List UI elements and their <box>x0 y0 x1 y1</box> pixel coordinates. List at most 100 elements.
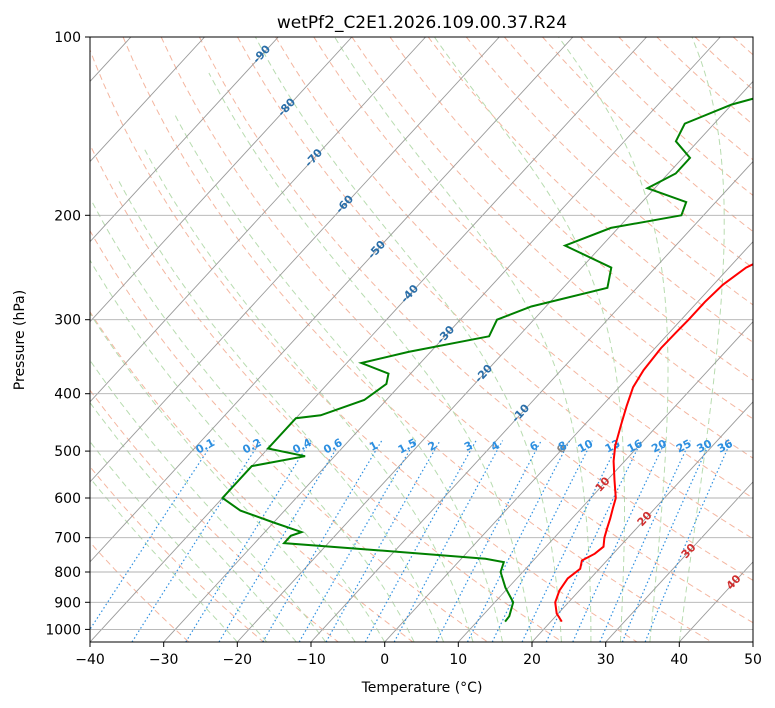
isotherm-line <box>752 641 753 642</box>
mixing-ratio-line <box>325 440 441 642</box>
x-tick-label: 20 <box>523 652 541 668</box>
moist-adiabat-line <box>334 37 592 642</box>
isotherm-line <box>605 481 753 642</box>
dry-adiabat-line <box>542 37 753 233</box>
dry-adiabat-line <box>275 37 753 499</box>
dry-adiabat-line <box>427 37 753 343</box>
mixing-ratio-label: 20 <box>649 437 669 456</box>
mixing-ratio-line <box>90 440 215 631</box>
mixing-ratio-label: 30 <box>695 437 715 456</box>
dry-adiabat-line <box>313 37 753 459</box>
mixing-ratio-label: 0.2 <box>240 436 263 457</box>
mixing-ratio-label: 0.6 <box>321 436 345 457</box>
y-tick-label: 600 <box>54 491 81 507</box>
mixing-ratio-line <box>131 440 262 642</box>
temperature-profile-line <box>554 263 753 623</box>
x-tick-label: −20 <box>223 652 253 668</box>
mixing-ratio-line <box>435 440 542 642</box>
isotherm-line <box>0 37 57 642</box>
dry-adiabat-line <box>122 37 712 642</box>
moist-adiabat-line <box>90 312 356 642</box>
isotherm-line <box>163 37 721 642</box>
mixing-ratio-line <box>298 440 416 642</box>
x-tick-label: 30 <box>597 652 615 668</box>
mixing-ratio-label: 16 <box>625 437 645 456</box>
moist-adiabat-line <box>90 477 238 642</box>
mixing-ratio-label: 13 <box>603 437 623 456</box>
x-tick-label: −40 <box>75 652 105 668</box>
x-tick-label: −10 <box>296 652 326 668</box>
isotherm-line <box>236 80 753 642</box>
mixing-ratio-line <box>545 440 643 642</box>
mixing-ratio-line <box>262 440 383 642</box>
x-axis-label: Temperature (°C) <box>361 680 483 696</box>
moist-adiabat-line <box>433 37 625 642</box>
moist-adiabat-line <box>118 180 445 642</box>
y-tick-label: 1000 <box>45 622 81 638</box>
y-tick-label: 200 <box>54 208 81 224</box>
x-tick-label: 10 <box>449 652 467 668</box>
dry-adiabat-line <box>694 37 753 91</box>
isotherm-line <box>90 37 647 642</box>
moist-adiabat-line <box>144 149 474 642</box>
dry-adiabat-line <box>504 37 753 269</box>
moist-adiabat-line <box>208 72 533 642</box>
x-tick-label: −30 <box>149 652 179 668</box>
isotherm-line <box>531 401 753 642</box>
mixing-ratio-label: 1.5 <box>396 436 419 457</box>
y-tick-label: 800 <box>54 565 81 581</box>
moist-adiabat-line <box>90 359 327 642</box>
isotherm-line <box>90 37 205 163</box>
mixing-ratio-label: 36 <box>715 437 735 456</box>
series-group <box>220 97 753 623</box>
y-tick-label: 500 <box>54 444 81 460</box>
isotherm-line <box>90 37 426 403</box>
mixing-ratio-label: 10 <box>576 437 596 456</box>
dry-adiabat-line <box>90 465 264 642</box>
isotherm-line <box>384 241 753 642</box>
axis-ticks: −40 −30 −20 −10 0 10 20 30 40 50 100 200 300 400 500 60… <box>45 30 762 668</box>
isotherm-label: -100 <box>223 0 251 16</box>
dry-adiabat-line <box>465 37 753 306</box>
isotherm-line <box>90 37 279 243</box>
dry-adiabat-line <box>90 541 190 642</box>
isotherm-line <box>90 37 353 323</box>
y-tick-label: 400 <box>54 387 81 403</box>
dry-adiabat-line <box>160 37 753 624</box>
dry-adiabat-line <box>90 48 638 642</box>
isotherm-line <box>457 321 753 642</box>
mixing-ratio-line <box>466 440 571 642</box>
background-lines: -100-90-80-70-60-50-40-30-20-10010203040… <box>0 0 775 642</box>
mixing-ratio-line <box>491 440 593 642</box>
dry-adiabat-line <box>656 37 753 126</box>
y-tick-label: 900 <box>54 595 81 611</box>
moist-adiabat-line <box>91 201 415 642</box>
isotherm-line <box>90 37 500 483</box>
mixing-ratio-line <box>364 440 477 642</box>
y-tick-label: 300 <box>54 313 81 329</box>
dry-adiabat-line <box>771 37 775 642</box>
dry-adiabat-line <box>732 37 753 56</box>
dry-adiabat-line <box>90 143 563 642</box>
y-axis-label: Pressure (hPa) <box>12 290 28 390</box>
mixing-ratio-label: 0.1 <box>194 436 217 457</box>
moist-adiabat-line <box>90 401 297 642</box>
dry-adiabat-line <box>90 229 488 642</box>
moist-adiabat-line <box>174 113 503 642</box>
y-tick-label: 100 <box>54 30 81 46</box>
x-tick-label: 40 <box>670 652 688 668</box>
dewpoint-profile-line <box>220 97 753 623</box>
mixing-ratio-line <box>599 440 691 642</box>
dry-adiabat-line <box>237 37 753 540</box>
mixing-ratio-line <box>644 440 732 642</box>
mixing-ratio-label: 25 <box>674 437 694 456</box>
dry-adiabat-line <box>198 37 753 581</box>
mixing-ratio-line <box>621 440 712 642</box>
isotherm-line <box>90 37 574 563</box>
y-tick-label: 700 <box>54 531 81 547</box>
moist-adiabat-line <box>558 37 669 642</box>
mixing-ratio-line <box>218 440 342 642</box>
mixing-ratio-line <box>185 440 312 642</box>
mixing-ratio-line <box>572 440 667 642</box>
x-tick-label: 50 <box>744 652 762 668</box>
